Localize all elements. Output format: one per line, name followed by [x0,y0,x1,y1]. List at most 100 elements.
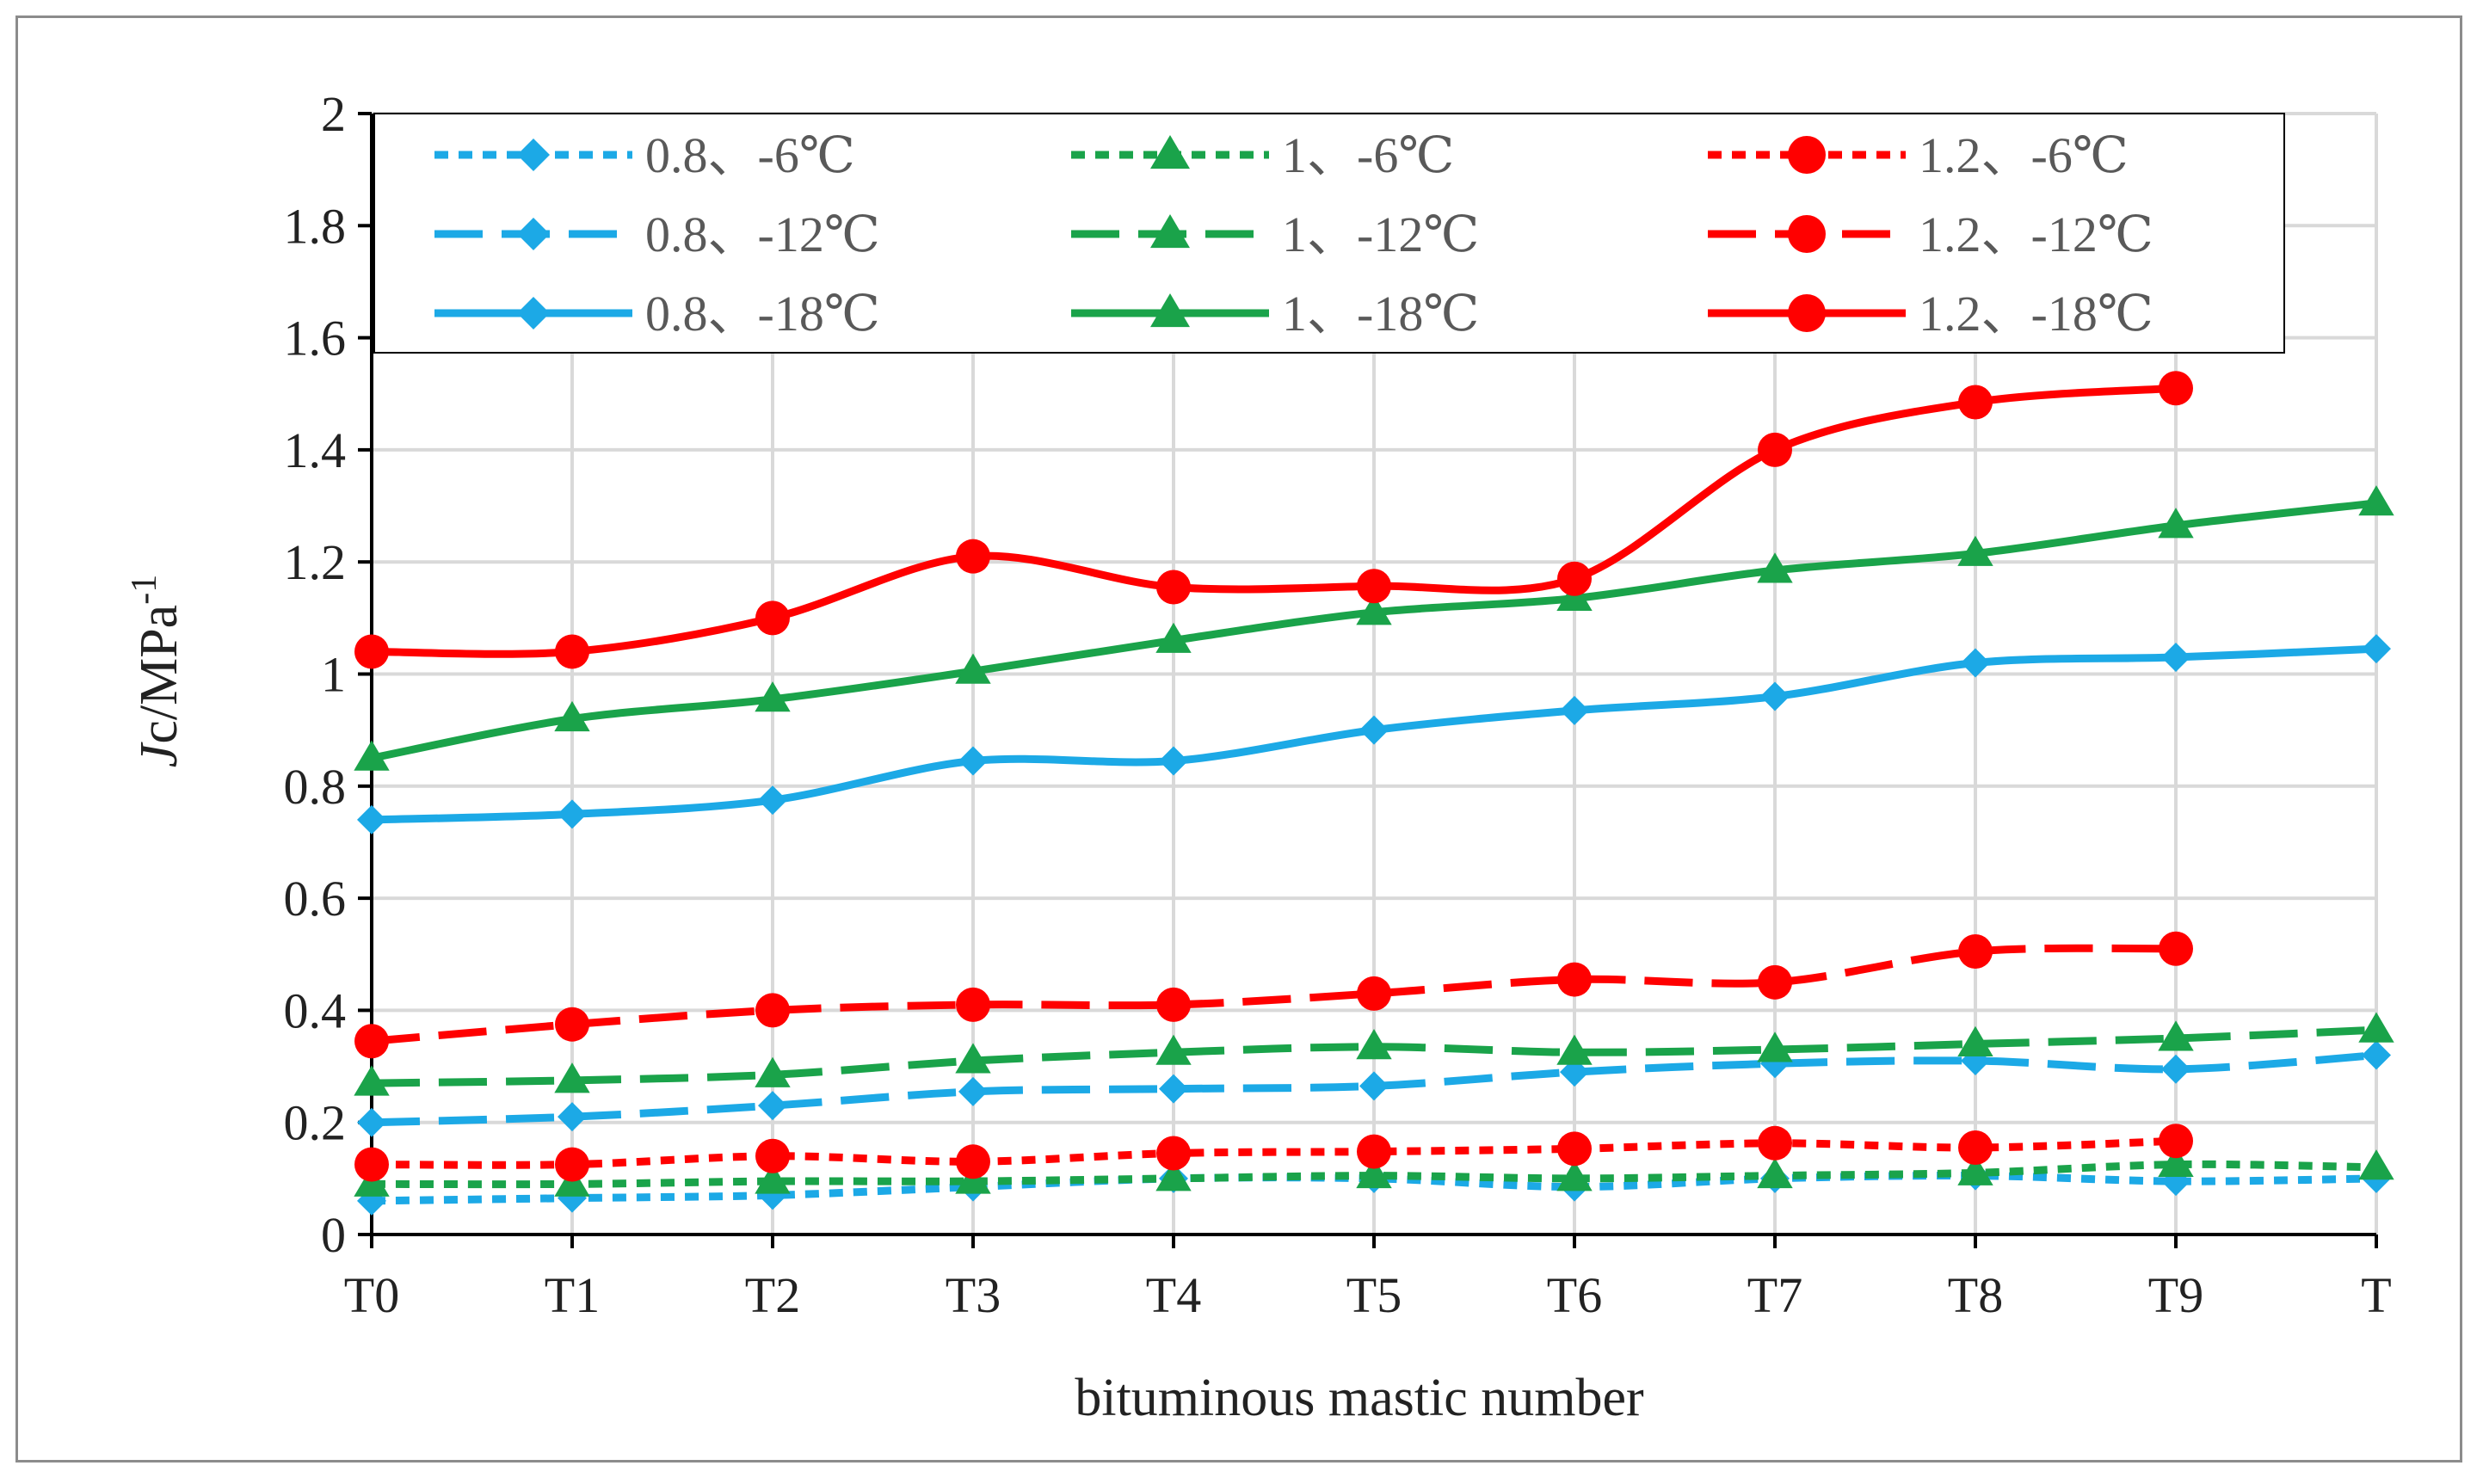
data-point [2159,931,2193,966]
data-point [1760,681,1790,711]
x-tick-label: T4 [1146,1267,1201,1323]
data-point [555,1147,589,1182]
data-point [357,804,386,834]
data-point [2362,634,2391,664]
data-point [354,740,390,771]
data-point [554,1062,590,1093]
y-tick-label: 1.8 [284,198,347,254]
data-point [1356,1157,1392,1189]
data-point [1150,293,1190,328]
data-point [1758,1125,1792,1161]
data-point [2362,1040,2391,1070]
data-point [1150,135,1190,169]
y-axis-title-superscript: -1 [125,575,164,605]
legend-label: 1、-12℃ [1282,206,1479,262]
legend-label: 0.8、-6℃ [645,127,855,183]
data-point [1156,1136,1191,1171]
data-point [354,1147,389,1182]
series-line [354,1012,2394,1096]
y-tick-labels: 0 0.2 0.4 0.6 0.8 1 1.2 1.4 1.6 1.8 2 [284,86,347,1263]
data-point [1957,1025,1993,1056]
y-tick-label: 2 [321,86,346,142]
data-point [1957,535,1993,566]
data-point [2158,1020,2194,1051]
data-point [958,1076,988,1106]
y-tick-label: 1 [321,647,346,703]
data-point [2358,1149,2394,1180]
legend-item: 1、-6℃ [1071,127,1454,183]
data-point [1357,1134,1391,1169]
data-point [956,539,990,574]
data-point [1557,1131,1592,1167]
data-point [1557,962,1592,997]
data-point [955,653,991,684]
series-line [357,634,2391,834]
data-point [1961,648,1990,678]
legend-label: 1.2、-6℃ [1919,127,2129,183]
data-point [955,1043,991,1074]
x-tick-label: T9 [2148,1267,2203,1323]
data-point [1560,695,1589,725]
series-line [354,931,2193,1059]
data-point [755,681,791,712]
data-point [555,1007,589,1042]
data-point [755,1163,791,1194]
data-point [517,139,550,171]
y-tick-label: 1.6 [284,311,347,366]
data-point [1159,1074,1188,1104]
data-point [1150,214,1190,249]
y-tick-label: 0.4 [284,982,347,1038]
x-tick-label: T0 [344,1267,399,1323]
data-point [956,1144,990,1179]
series-path [371,1136,2177,1169]
series-path [371,1025,2377,1087]
data-point [517,297,550,329]
legend-item: 0.8、-6℃ [434,127,855,183]
data-point [517,218,550,250]
legend-label: 1、-18℃ [1282,286,1479,342]
legend-item: 0.8、-12℃ [434,206,880,262]
data-point [558,1102,587,1132]
data-point [554,700,590,732]
x-tick-labels: T0 T1 T2 T3 T4 T5 T6 T7 T8 T9 T [344,1267,2392,1323]
x-tick-label: T [2361,1267,2391,1323]
series-layer [354,371,2394,1216]
data-point [1788,136,1826,174]
legend-item: 1、-18℃ [1071,286,1479,342]
x-tick-label: T2 [745,1267,800,1323]
y-axis-title-rest: c/MPa [130,605,188,744]
data-point [1958,1130,1993,1166]
data-point [2159,1124,2193,1159]
data-point [1788,294,1826,332]
data-point [357,1107,386,1137]
y-axis-title: Jc/MPa-1 [125,575,188,767]
legend-item: 0.8、-18℃ [434,286,880,342]
data-point [555,634,589,669]
y-axis-title-italic: J [130,742,188,767]
data-point [1958,385,1993,420]
data-point [755,600,790,636]
data-point [1758,964,1792,1000]
legend-label: 1.2、-12℃ [1919,206,2153,262]
series-path [371,944,2177,1045]
legend: 0.8、-6℃ 0.8、-12℃ 0.8、-18℃ 1、-6℃ 1、-12℃ 1、-18℃… [373,113,2285,354]
data-point [755,1056,791,1087]
data-point [1156,987,1191,1022]
y-tick-label: 1.2 [284,534,347,590]
x-axis-title: bituminous mastic number [1075,1369,1644,1427]
x-tick-label: T8 [1948,1267,2003,1323]
data-point [2159,371,2193,406]
data-point [1557,561,1592,596]
x-tick-label: T1 [545,1267,600,1323]
series-line [354,1124,2193,1182]
data-point [1357,976,1391,1011]
data-point [1359,715,1389,745]
series-line [354,485,2394,771]
series-path [371,384,2177,658]
data-point [1758,432,1792,467]
data-point [956,987,990,1022]
legend-item: 1.2、-6℃ [1708,127,2129,183]
data-point [755,1138,790,1173]
data-point [2161,1054,2190,1084]
data-point [1556,1034,1593,1065]
